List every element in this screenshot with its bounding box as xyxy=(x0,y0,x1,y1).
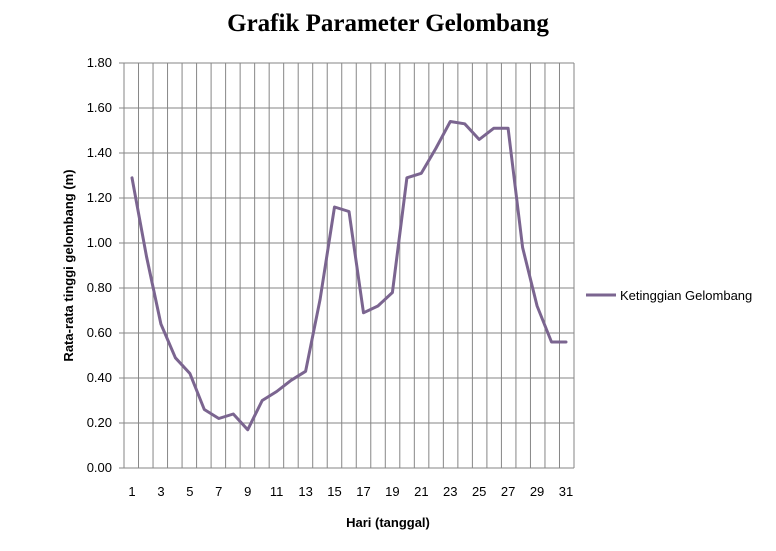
y-tick-label: 0.80 xyxy=(87,280,112,295)
y-axis-title: Rata-rata tinggi gelombang (m) xyxy=(61,169,76,361)
y-tick-label: 1.80 xyxy=(87,55,112,70)
x-tick-label: 31 xyxy=(559,484,573,499)
x-tick-label: 25 xyxy=(472,484,486,499)
y-tick-label: 0.00 xyxy=(87,460,112,475)
x-tick-label: 23 xyxy=(443,484,457,499)
x-tick-label: 27 xyxy=(501,484,515,499)
series-line xyxy=(130,120,568,432)
y-tick-labels: 0.00 0.20 0.40 0.60 0.80 1.00 1.20 1.40 1.60 1.80 xyxy=(87,55,112,475)
x-tick-labels: 1 3 5 7 9 11 13 15 17 19 21 23 25 27 29 31 xyxy=(128,484,573,499)
x-tick-label: 3 xyxy=(157,484,164,499)
x-tick-label: 21 xyxy=(414,484,428,499)
x-tick-label: 7 xyxy=(215,484,222,499)
x-tick-label: 5 xyxy=(186,484,193,499)
legend-label: Ketinggian Gelombang xyxy=(620,288,752,303)
x-tick-label: 9 xyxy=(244,484,251,499)
legend: Ketinggian Gelombang xyxy=(586,288,752,303)
x-tick-label: 15 xyxy=(327,484,341,499)
x-axis-title: Hari (tanggal) xyxy=(346,515,430,530)
y-tick-label: 1.40 xyxy=(87,145,112,160)
y-tick-label: 1.20 xyxy=(87,190,112,205)
chart-title: Grafik Parameter Gelombang xyxy=(227,10,549,37)
x-tick-label: 13 xyxy=(298,484,312,499)
x-tick-label: 29 xyxy=(530,484,544,499)
y-tick-label: 0.60 xyxy=(87,325,112,340)
y-tick-label: 0.20 xyxy=(87,415,112,430)
vertical-gridlines xyxy=(123,63,575,468)
y-tick-label: 1.60 xyxy=(87,100,112,115)
x-tick-label: 1 xyxy=(128,484,135,499)
x-tick-label: 11 xyxy=(270,484,284,499)
y-tick-label: 0.40 xyxy=(87,370,112,385)
x-tick-label: 17 xyxy=(356,484,370,499)
series-layer xyxy=(130,120,568,432)
horizontal-gridlines xyxy=(119,62,574,469)
x-tick-label: 19 xyxy=(385,484,399,499)
y-tick-label: 1.00 xyxy=(87,235,112,250)
